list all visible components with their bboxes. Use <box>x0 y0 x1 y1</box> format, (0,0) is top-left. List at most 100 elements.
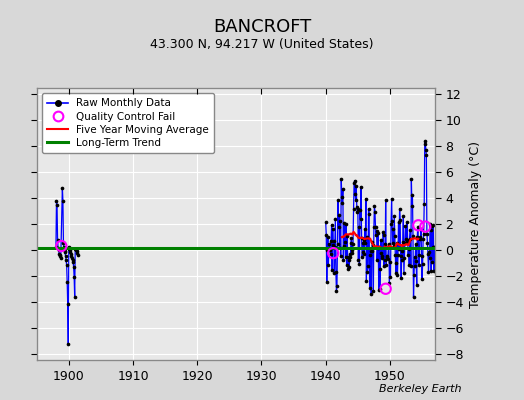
Point <box>419 236 428 242</box>
Point <box>338 200 346 206</box>
Point <box>370 203 379 209</box>
Point <box>410 272 418 278</box>
Point <box>377 250 386 256</box>
Point <box>354 257 363 264</box>
Point <box>69 258 77 265</box>
Point <box>372 232 380 238</box>
Point <box>400 255 409 261</box>
Point <box>414 222 422 228</box>
Point <box>387 221 395 228</box>
Point <box>67 250 75 257</box>
Point <box>397 253 405 259</box>
Point <box>395 246 403 252</box>
Point <box>413 234 421 240</box>
Point <box>421 141 429 147</box>
Point <box>411 263 419 270</box>
Point <box>336 252 345 259</box>
Point <box>429 244 437 250</box>
Point <box>329 225 337 232</box>
Point <box>396 206 404 212</box>
Point <box>340 243 348 249</box>
Point <box>381 197 390 203</box>
Point <box>360 251 368 258</box>
Point <box>54 245 62 251</box>
Point <box>52 198 61 204</box>
Point <box>322 219 330 226</box>
Point <box>399 239 407 245</box>
Point <box>384 244 392 250</box>
Point <box>53 236 62 243</box>
Point <box>381 256 389 263</box>
Point <box>421 138 430 144</box>
Point <box>416 234 424 241</box>
Point <box>66 247 74 253</box>
Point <box>342 221 350 227</box>
Point <box>382 262 390 268</box>
Point <box>379 229 387 236</box>
Point <box>395 219 403 225</box>
Point <box>56 253 64 260</box>
Point <box>344 266 353 272</box>
Point <box>385 280 394 287</box>
Point <box>322 232 331 238</box>
Point <box>423 230 431 237</box>
Point <box>340 220 348 226</box>
Point <box>367 248 376 254</box>
Point <box>405 246 413 252</box>
Point <box>422 147 430 153</box>
Point <box>399 213 408 220</box>
Point <box>356 207 364 213</box>
Point <box>339 186 347 192</box>
Point <box>353 204 361 210</box>
Point <box>419 261 427 267</box>
Text: 43.300 N, 94.217 W (United States): 43.300 N, 94.217 W (United States) <box>150 38 374 51</box>
Point <box>337 176 345 182</box>
Point <box>396 217 405 223</box>
Point <box>68 256 77 263</box>
Point <box>425 255 434 261</box>
Point <box>323 279 331 285</box>
Point <box>424 269 433 276</box>
Point <box>364 206 373 212</box>
Point <box>403 236 412 243</box>
Point <box>426 221 434 227</box>
Point <box>420 200 429 207</box>
Point <box>406 235 414 242</box>
Point <box>70 274 79 280</box>
Point <box>383 254 391 260</box>
Point <box>345 263 354 270</box>
Point <box>402 238 411 244</box>
Point <box>412 282 421 288</box>
Point <box>374 245 382 251</box>
Point <box>373 257 381 263</box>
Point <box>391 252 399 258</box>
Point <box>405 261 413 268</box>
Point <box>328 267 336 273</box>
Point <box>366 248 375 254</box>
Point <box>394 251 402 258</box>
Point <box>374 230 383 236</box>
Point <box>334 224 343 230</box>
Point <box>381 286 390 292</box>
Point <box>71 293 79 300</box>
Point <box>428 222 436 229</box>
Point <box>60 248 69 254</box>
Point <box>408 192 417 198</box>
Point <box>370 224 378 230</box>
Point <box>427 227 435 234</box>
Point <box>409 233 417 239</box>
Point <box>430 243 439 250</box>
Point <box>72 246 80 252</box>
Point <box>392 260 400 266</box>
Point <box>73 250 82 256</box>
Point <box>57 243 66 249</box>
Point <box>335 212 343 218</box>
Point <box>54 247 63 253</box>
Point <box>369 242 377 249</box>
Point <box>386 274 395 280</box>
Point <box>68 254 76 261</box>
Point <box>334 197 342 204</box>
Point <box>403 219 411 225</box>
Point <box>362 278 370 284</box>
Point <box>365 285 374 292</box>
